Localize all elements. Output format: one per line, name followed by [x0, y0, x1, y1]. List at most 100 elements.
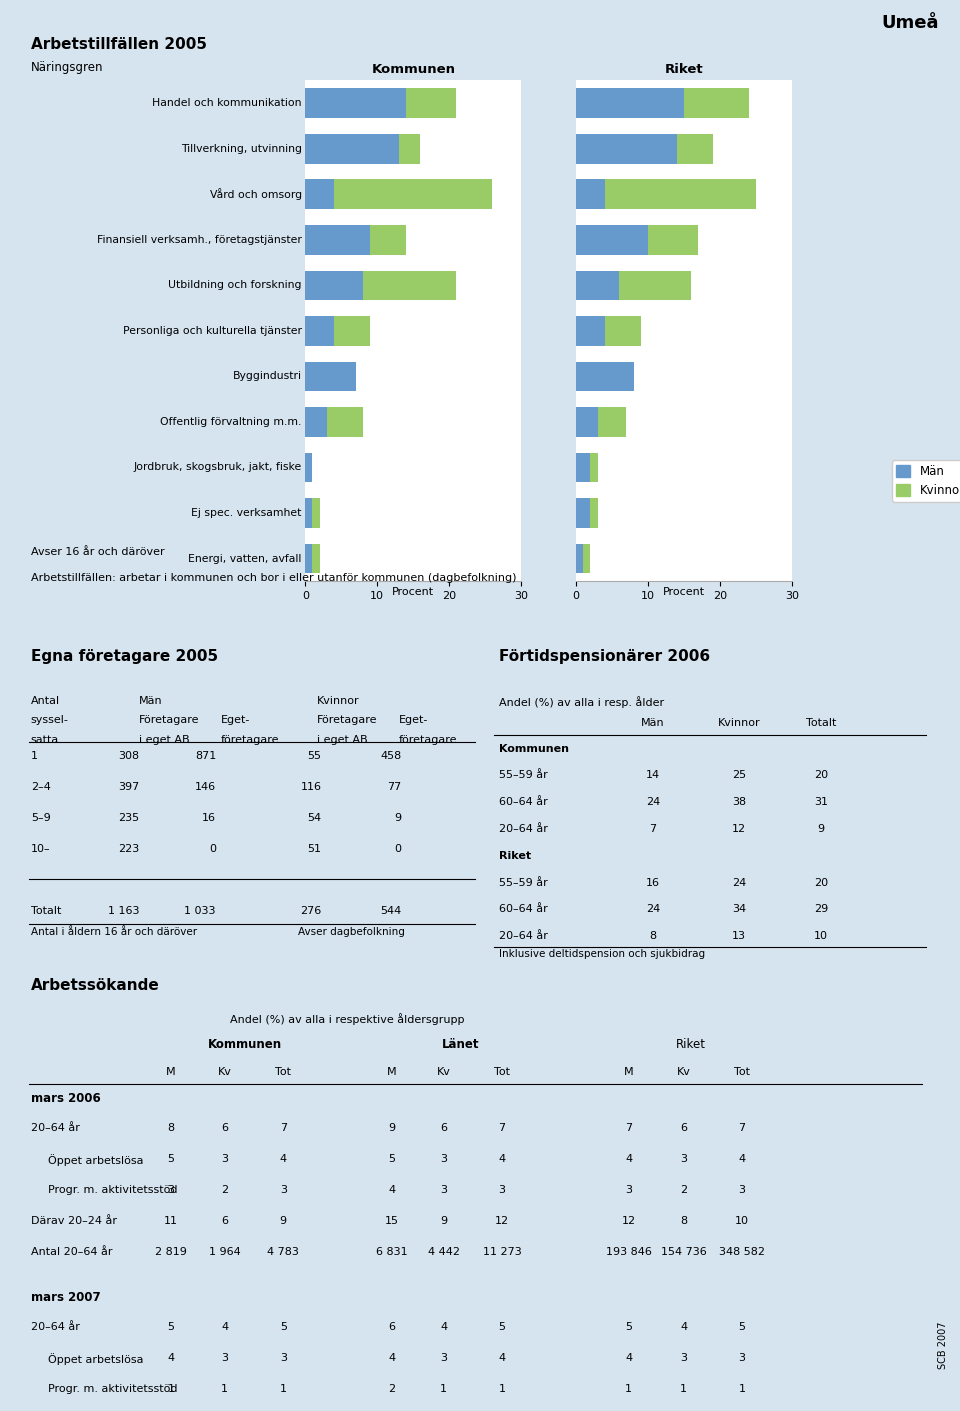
Text: 11 273: 11 273 — [483, 1247, 521, 1257]
Text: Öppet arbetslösa: Öppet arbetslösa — [48, 1353, 143, 1364]
Bar — [305, 498, 313, 528]
Text: 1 033: 1 033 — [184, 906, 216, 916]
Text: Tot: Tot — [734, 1067, 750, 1077]
Text: 3: 3 — [738, 1353, 746, 1363]
Text: 20: 20 — [814, 878, 828, 888]
Text: 7: 7 — [649, 824, 657, 834]
Text: 3: 3 — [440, 1353, 447, 1363]
Text: 1: 1 — [738, 1384, 746, 1394]
Text: 10: 10 — [735, 1216, 749, 1226]
Text: Vård och omsorg: Vård och omsorg — [209, 188, 301, 200]
Text: Öppet arbetslösa: Öppet arbetslösa — [48, 1154, 143, 1165]
Text: 4: 4 — [440, 1322, 447, 1332]
Bar — [305, 316, 334, 346]
Text: 55–59 år: 55–59 år — [499, 878, 548, 888]
Bar — [584, 543, 590, 573]
Bar — [576, 179, 605, 209]
Text: M: M — [624, 1067, 634, 1077]
Text: 1: 1 — [498, 1384, 506, 1394]
Text: M: M — [387, 1067, 396, 1077]
Text: 116: 116 — [300, 782, 322, 792]
Text: 3: 3 — [680, 1353, 687, 1363]
Text: 4: 4 — [498, 1353, 506, 1363]
Text: 3: 3 — [440, 1154, 447, 1164]
Text: Arbetstillfällen 2005: Arbetstillfällen 2005 — [31, 37, 206, 52]
Text: Andel (%) av alla i respektive åldersgrupp: Andel (%) av alla i respektive åldersgru… — [230, 1013, 465, 1024]
Text: 4: 4 — [625, 1154, 633, 1164]
Text: 5: 5 — [388, 1154, 396, 1164]
Text: 2–4: 2–4 — [31, 782, 51, 792]
Text: Kvinnor: Kvinnor — [317, 696, 359, 706]
Bar — [313, 543, 320, 573]
Text: Riket: Riket — [499, 851, 531, 861]
Text: 146: 146 — [195, 782, 216, 792]
Bar — [363, 271, 457, 301]
Text: 1: 1 — [31, 751, 37, 761]
Text: 3: 3 — [498, 1185, 506, 1195]
Text: Progr. m. aktivitetsstöd: Progr. m. aktivitetsstöd — [48, 1384, 178, 1394]
Bar — [305, 179, 334, 209]
Text: 3: 3 — [279, 1185, 287, 1195]
Text: 12: 12 — [732, 824, 746, 834]
Text: 4 442: 4 442 — [427, 1247, 460, 1257]
Bar — [576, 361, 634, 391]
Bar — [305, 89, 406, 119]
Text: Företagare: Företagare — [317, 715, 377, 725]
Text: Antal: Antal — [31, 696, 60, 706]
Text: i eget AB: i eget AB — [317, 735, 368, 745]
Text: 60–64 år: 60–64 år — [499, 904, 548, 914]
Title: Riket: Riket — [664, 63, 704, 76]
Text: 55: 55 — [307, 751, 322, 761]
Text: 4: 4 — [738, 1154, 746, 1164]
Text: 5: 5 — [167, 1322, 175, 1332]
Text: 397: 397 — [118, 782, 139, 792]
Text: 1 964: 1 964 — [208, 1247, 241, 1257]
Text: 10: 10 — [814, 931, 828, 941]
Text: 16: 16 — [646, 878, 660, 888]
Text: 4 783: 4 783 — [267, 1247, 300, 1257]
Text: Näringsgren: Näringsgren — [31, 61, 104, 73]
Text: Eget-: Eget- — [398, 715, 428, 725]
Text: 5: 5 — [625, 1322, 633, 1332]
Bar — [605, 316, 641, 346]
Text: 6: 6 — [680, 1123, 687, 1133]
Text: Procent: Procent — [393, 587, 434, 597]
Bar — [326, 408, 363, 437]
Text: Progr. m. aktivitetsstöd: Progr. m. aktivitetsstöd — [48, 1185, 178, 1195]
Text: 5: 5 — [167, 1154, 175, 1164]
Text: 1 163: 1 163 — [108, 906, 139, 916]
Text: 31: 31 — [814, 797, 828, 807]
Text: Tot: Tot — [494, 1067, 510, 1077]
Text: 1: 1 — [680, 1384, 687, 1394]
Text: 38: 38 — [732, 797, 746, 807]
Text: 5: 5 — [498, 1322, 506, 1332]
Text: 5: 5 — [279, 1322, 287, 1332]
Text: 16: 16 — [202, 813, 216, 823]
Text: Män: Män — [139, 696, 163, 706]
Text: Kvinnor: Kvinnor — [718, 718, 760, 728]
Text: Därav 20–24 år: Därav 20–24 år — [31, 1216, 117, 1226]
Text: Byggindustri: Byggindustri — [232, 371, 301, 381]
Text: 6: 6 — [221, 1123, 228, 1133]
Text: 29: 29 — [814, 904, 828, 914]
Text: 3: 3 — [279, 1353, 287, 1363]
Bar — [597, 408, 626, 437]
Text: Kv: Kv — [218, 1067, 231, 1077]
Text: 4: 4 — [625, 1353, 633, 1363]
Text: 6: 6 — [221, 1216, 228, 1226]
Text: 1: 1 — [221, 1384, 228, 1394]
Bar — [576, 453, 590, 483]
Text: 7: 7 — [498, 1123, 506, 1133]
Text: 1: 1 — [279, 1384, 287, 1394]
Text: 4: 4 — [167, 1353, 175, 1363]
Text: Arbetssökande: Arbetssökande — [31, 978, 159, 993]
Text: Män: Män — [641, 718, 664, 728]
Bar — [399, 134, 420, 164]
Text: 3: 3 — [167, 1185, 175, 1195]
Text: mars 2007: mars 2007 — [31, 1291, 101, 1304]
Text: Avser dagbefolkning: Avser dagbefolkning — [298, 927, 404, 937]
Text: 458: 458 — [380, 751, 401, 761]
Bar — [576, 316, 605, 346]
Text: Jordbruk, skogsbruk, jakt, fiske: Jordbruk, skogsbruk, jakt, fiske — [133, 463, 301, 473]
Text: 8: 8 — [649, 931, 657, 941]
